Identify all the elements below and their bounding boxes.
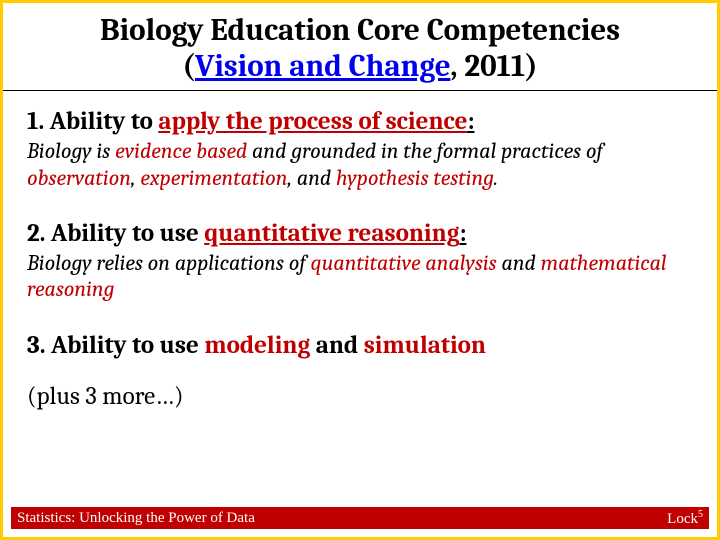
competency-2-heading: 2. Ability to use quantitative reasoning… bbox=[27, 219, 693, 248]
competency-1-desc: Biology is evidence based and grounded i… bbox=[27, 138, 693, 191]
title-paren-open: ( bbox=[182, 48, 195, 84]
competency-3-heading: 3. Ability to use modeling and simulatio… bbox=[27, 331, 693, 360]
title-after-link: , 2011) bbox=[450, 48, 537, 84]
comp1-key-red: apply the process of science bbox=[158, 107, 467, 136]
comp1-key: apply the process of science: bbox=[158, 107, 474, 136]
c1-d-r2: observation bbox=[27, 165, 131, 191]
spacer bbox=[27, 191, 693, 213]
comp3-mid: and bbox=[310, 331, 363, 360]
comp1-prefix: 1. Ability to bbox=[27, 107, 158, 136]
c1-d-r4: hypothesis testing bbox=[336, 165, 494, 191]
comp2-key-red: quantitative reasoning bbox=[204, 219, 459, 248]
comp2-prefix: 2. Ability to use bbox=[27, 219, 204, 248]
comp1-colon: : bbox=[467, 107, 474, 136]
comp3-key-red1: modeling bbox=[204, 331, 310, 360]
spacer bbox=[27, 303, 693, 325]
more-text: (plus 3 more…) bbox=[27, 382, 693, 411]
comp3-key-red2: simulation bbox=[364, 331, 486, 360]
comp3-prefix: 3. Ability to use bbox=[27, 331, 204, 360]
c1-d-pre: Biology is bbox=[27, 138, 115, 164]
c1-d-end: . bbox=[494, 165, 498, 191]
slide-footer: Statistics: Unlocking the Power of Data … bbox=[11, 507, 709, 529]
comp2-key: quantitative reasoning: bbox=[204, 219, 466, 248]
title-link[interactable]: Vision and Change bbox=[195, 48, 450, 84]
c1-d-r1: evidence based bbox=[115, 138, 247, 164]
competency-1-heading: 1. Ability to apply the process of scien… bbox=[27, 107, 693, 136]
c1-d-m2: , bbox=[131, 165, 140, 191]
c1-d-m1: and grounded in the formal practices of bbox=[247, 138, 603, 164]
footer-right: Lock5 bbox=[667, 509, 703, 528]
c1-d-m3: , and bbox=[288, 165, 337, 191]
slide-frame: Biology Education Core Competencies (Vis… bbox=[0, 0, 720, 540]
c1-d-r3: experimentation bbox=[140, 165, 287, 191]
c2-d-m1: and bbox=[497, 250, 541, 276]
title-line1: Biology Education Core Competencies bbox=[100, 12, 620, 48]
footer-left: Statistics: Unlocking the Power of Data bbox=[17, 510, 255, 527]
footer-right-base: Lock bbox=[667, 511, 698, 527]
c2-d-r1: quantitative analysis bbox=[310, 250, 496, 276]
slide-content: 1. Ability to apply the process of scien… bbox=[3, 91, 717, 411]
competency-2-desc: Biology relies on applications of quanti… bbox=[27, 250, 693, 303]
comp2-colon: : bbox=[459, 219, 466, 248]
footer-right-sup: 5 bbox=[698, 509, 703, 520]
slide-title: Biology Education Core Competencies (Vis… bbox=[3, 3, 717, 91]
c2-d-pre: Biology relies on applications of bbox=[27, 250, 310, 276]
